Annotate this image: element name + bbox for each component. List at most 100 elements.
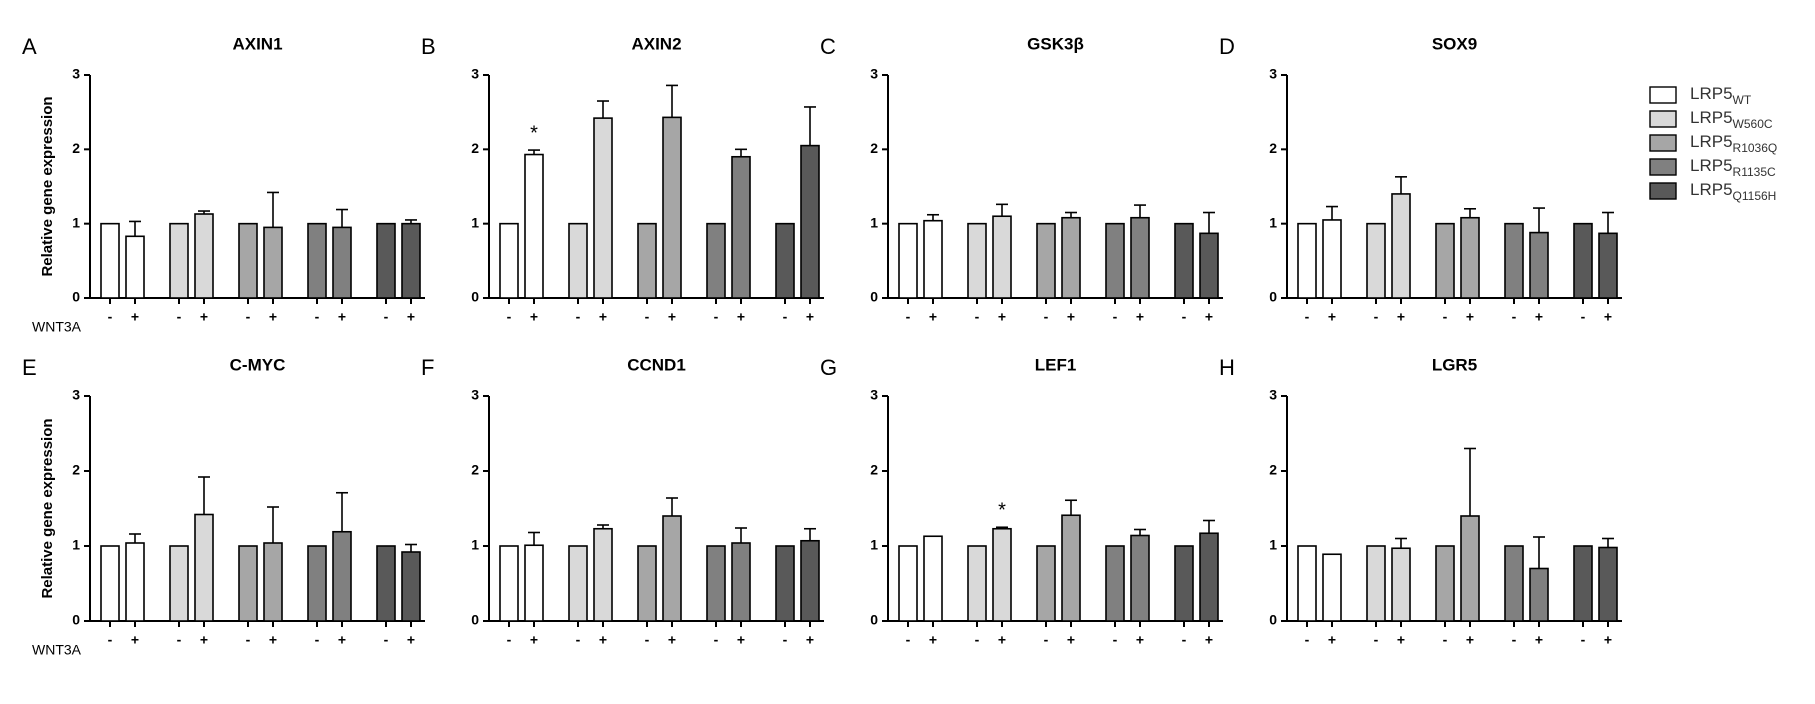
y-tick-label: 1 — [1269, 214, 1277, 230]
x-tick-label: + — [599, 309, 607, 325]
x-tick-label: - — [1182, 309, 1187, 325]
bar — [1573, 222, 1593, 299]
error-bar — [405, 543, 417, 552]
bar — [706, 222, 726, 299]
x-tick-label: + — [131, 309, 139, 325]
x-tick-label: + — [1328, 309, 1336, 325]
legend-label: LRP5R1036Q — [1690, 132, 1777, 155]
bar — [775, 545, 795, 622]
error-bar — [666, 84, 678, 118]
bar — [332, 226, 352, 299]
panel-letter: H — [1219, 355, 1235, 380]
chart-title: CCND1 — [627, 355, 686, 374]
legend-sub: WT — [1733, 93, 1752, 107]
bar — [125, 542, 145, 622]
bar — [731, 155, 751, 299]
error-bar — [1134, 204, 1146, 218]
error-bar — [996, 203, 1008, 217]
y-tick-label: 0 — [1269, 289, 1277, 305]
panel-letter: B — [421, 34, 436, 59]
legend-label: LRP5R1135C — [1690, 156, 1776, 179]
bar — [1036, 222, 1056, 299]
error-bar — [336, 208, 348, 228]
bar — [1061, 216, 1081, 299]
x-tick-label: - — [1581, 309, 1586, 325]
legend-swatch — [1649, 86, 1677, 104]
bar — [1105, 545, 1125, 622]
chart-title: SOX9 — [1432, 34, 1477, 53]
x-tick-label: + — [998, 309, 1006, 325]
x-tick-label: + — [1136, 632, 1144, 648]
bar — [1322, 553, 1342, 622]
x-tick-label: + — [737, 309, 745, 325]
x-tick-label: + — [1397, 632, 1405, 648]
chart-title: LEF1 — [1035, 355, 1077, 374]
y-tick-label: 3 — [1269, 66, 1277, 82]
x-tick-label: - — [1374, 309, 1379, 325]
error-bar — [1395, 176, 1407, 194]
bar — [376, 545, 396, 622]
y-tick-label: 1 — [72, 537, 80, 553]
x-tick-label: + — [269, 632, 277, 648]
bar — [1199, 532, 1219, 622]
bar — [401, 551, 421, 622]
legend-swatch — [1649, 110, 1677, 128]
x-tick-label: + — [1466, 632, 1474, 648]
bar — [1504, 222, 1524, 299]
bar — [1199, 232, 1219, 299]
x-tick-label: - — [246, 632, 251, 648]
x-tick-label: + — [269, 309, 277, 325]
legend-swatch — [1649, 158, 1677, 176]
bar — [1460, 515, 1480, 622]
x-row-label: WNT3A — [32, 642, 82, 658]
bar — [637, 545, 657, 622]
legend-name: LRP5 — [1690, 156, 1733, 175]
error-bar — [996, 526, 1008, 529]
bar — [263, 226, 283, 299]
x-tick-label: - — [1374, 632, 1379, 648]
x-tick-label: + — [1535, 632, 1543, 648]
error-bar — [267, 191, 279, 228]
x-tick-label: - — [906, 632, 911, 648]
x-tick-label: + — [929, 309, 937, 325]
error-bar — [1134, 528, 1146, 536]
chart-title: C-MYC — [230, 355, 286, 374]
bar — [593, 527, 613, 622]
bar — [1036, 545, 1056, 622]
x-tick-label: + — [1535, 309, 1543, 325]
error-bar — [1533, 536, 1545, 569]
x-tick-label: - — [714, 632, 719, 648]
error-bar — [1533, 207, 1545, 233]
panel-letter: E — [22, 355, 37, 380]
y-tick-label: 3 — [471, 66, 479, 82]
bar — [800, 144, 820, 299]
bar — [307, 545, 327, 622]
y-tick-label: 2 — [1269, 140, 1277, 156]
bar — [238, 222, 258, 299]
bar — [169, 222, 189, 299]
x-tick-label: - — [906, 309, 911, 325]
bar — [1366, 222, 1386, 299]
bar — [401, 222, 421, 299]
panel-letter: F — [421, 355, 434, 380]
x-tick-label: + — [1466, 309, 1474, 325]
bar — [1435, 545, 1455, 622]
legend-label: LRP5WT — [1690, 84, 1752, 107]
y-tick-label: 1 — [870, 537, 878, 553]
error-bar — [1464, 447, 1476, 516]
error-bar — [666, 497, 678, 516]
x-tick-label: + — [1328, 632, 1336, 648]
y-tick-label: 2 — [870, 462, 878, 478]
bar — [898, 222, 918, 299]
x-tick-label: + — [1067, 632, 1075, 648]
bar — [524, 153, 544, 299]
x-tick-label: + — [929, 632, 937, 648]
x-tick-label: + — [668, 632, 676, 648]
y-tick-label: 2 — [72, 462, 80, 478]
y-tick-label: 0 — [72, 289, 80, 305]
x-tick-label: + — [530, 632, 538, 648]
y-tick-label: 2 — [1269, 462, 1277, 478]
y-tick-label: 1 — [471, 537, 479, 553]
bar — [263, 542, 283, 622]
